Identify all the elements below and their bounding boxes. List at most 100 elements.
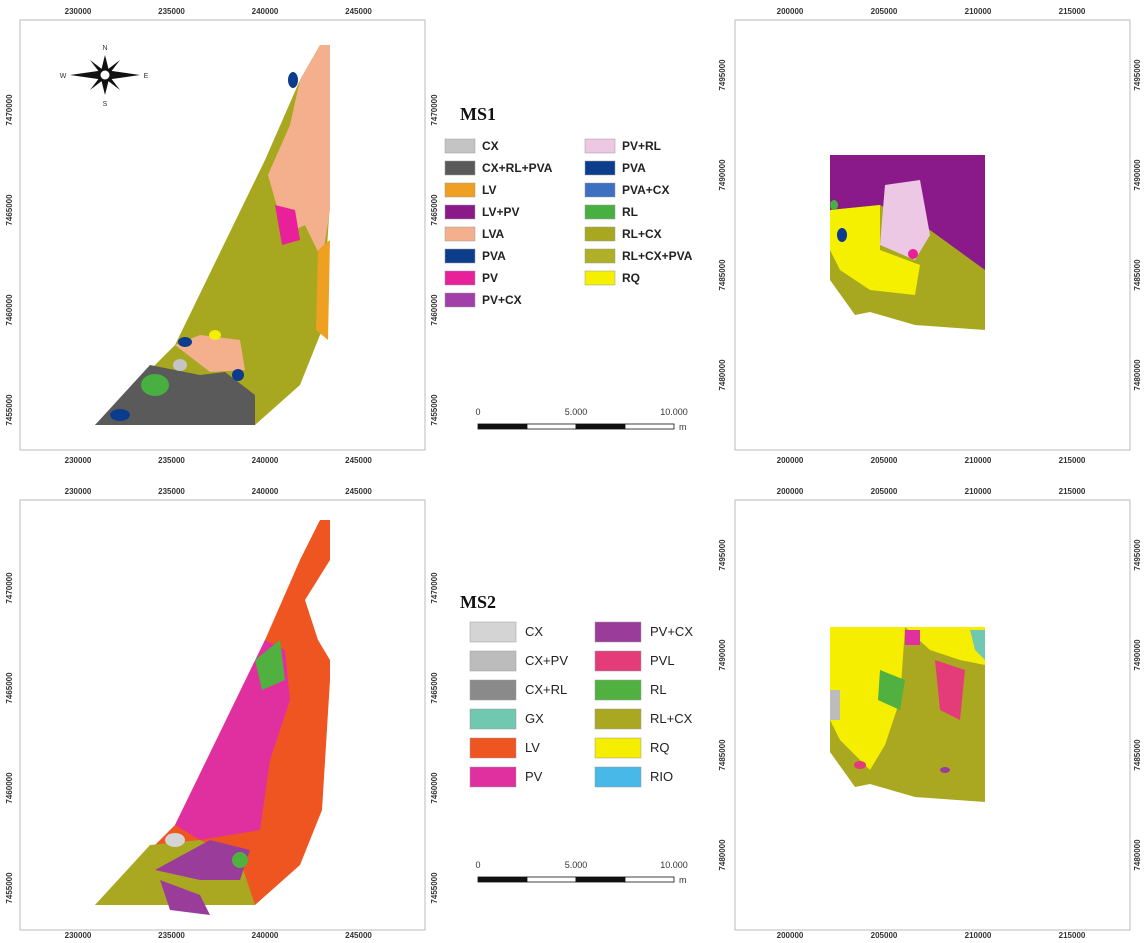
y-tick-label: 7485000 [1133,739,1142,771]
legend-swatch [469,650,517,672]
legend-swatch [584,182,616,198]
legend-label: CX+RL [525,682,567,697]
legend-label: RQ [622,271,640,285]
x-tick-label: 200000 [777,456,804,465]
scale-segment [526,423,577,430]
y-tick-label: 7490000 [1133,639,1142,671]
y-tick-label: 7490000 [718,159,727,191]
y-tick-label: 7495000 [1133,539,1142,571]
scale-unit: m [679,875,687,885]
scale-segment [526,876,577,883]
legend-swatch [444,226,476,242]
compass-label: N [102,45,107,52]
x-tick-label: 210000 [965,931,992,940]
map-ms1-left [95,45,330,425]
legend-title: MS1 [460,104,496,124]
legend-label: PVL [650,653,675,668]
legend-swatch [469,737,517,759]
x-tick-label: 245000 [345,456,372,465]
legend-swatch [444,204,476,220]
y-tick-label: 7470000 [430,94,439,126]
legend-swatch [444,248,476,264]
legend-label: RQ [650,740,670,755]
legend-label: RL+CX [650,711,693,726]
scale-label: 10.000 [660,407,688,417]
legend-swatch [444,138,476,154]
y-tick-label: 7465000 [5,672,14,704]
legend-label: CX+RL+PVA [482,161,553,175]
y-tick-label: 7480000 [1133,839,1142,871]
legend-swatch [584,160,616,176]
compass-label: E [144,73,149,80]
legend-swatch [584,138,616,154]
y-tick-label: 7455000 [5,872,14,904]
y-tick-label: 7460000 [430,294,439,326]
legend-label: PVA [482,249,506,263]
x-tick-label: 210000 [965,456,992,465]
y-tick-label: 7490000 [1133,159,1142,191]
y-tick-label: 7465000 [430,194,439,226]
x-tick-label: 200000 [777,7,804,16]
legend-swatch [444,270,476,286]
legend-swatch [444,160,476,176]
legend-label: PVA [622,161,646,175]
legend-swatch [469,621,517,643]
x-tick-label: 240000 [252,7,279,16]
legend-label: RL+CX+PVA [622,249,693,263]
y-tick-label: 7485000 [718,739,727,771]
scale-segment [624,423,675,430]
x-tick-label: 205000 [871,487,898,496]
legend-label: LV [525,740,540,755]
map-ms1-right [830,155,985,330]
x-tick-label: 215000 [1059,7,1086,16]
y-tick-label: 7465000 [5,194,14,226]
compass-label: S [103,101,108,108]
legend-label: CX [525,624,543,639]
y-tick-label: 7455000 [430,872,439,904]
x-tick-label: 205000 [871,7,898,16]
x-tick-label: 230000 [65,487,92,496]
y-tick-label: 7465000 [430,672,439,704]
scale-segment [477,423,528,430]
scale-label: 5.000 [565,407,588,417]
x-tick-label: 235000 [158,456,185,465]
y-tick-label: 7455000 [5,394,14,426]
legend-swatch [584,204,616,220]
scale-unit: m [679,422,687,432]
x-tick-label: 230000 [65,456,92,465]
x-tick-label: 215000 [1059,456,1086,465]
y-tick-label: 7470000 [5,94,14,126]
y-tick-label: 7495000 [718,539,727,571]
x-tick-label: 210000 [965,487,992,496]
y-tick-label: 7460000 [5,772,14,804]
x-tick-label: 215000 [1059,931,1086,940]
x-tick-label: 240000 [252,487,279,496]
scale-segment [624,876,675,883]
y-tick-label: 7480000 [1133,359,1142,391]
legend-label: RL [650,682,667,697]
x-tick-label: 235000 [158,7,185,16]
legend-label: PV+CX [650,624,693,639]
legend-label: CX [482,139,499,153]
legend-label: PV+CX [482,293,522,307]
x-tick-label: 205000 [871,931,898,940]
legend-swatch [469,708,517,730]
y-tick-label: 7495000 [718,59,727,91]
legend-label: RL+CX [622,227,662,241]
y-tick-label: 7485000 [718,259,727,291]
legend-swatch [594,737,642,759]
y-tick-label: 7480000 [718,359,727,391]
legend-swatch [444,182,476,198]
scale-label: 0 [475,407,480,417]
x-tick-label: 230000 [65,931,92,940]
legend-label: RL [622,205,638,219]
y-tick-label: 7480000 [718,839,727,871]
legend-swatch [594,708,642,730]
y-tick-label: 7470000 [430,572,439,604]
scale-segment [575,423,626,430]
y-tick-label: 7490000 [718,639,727,671]
compass-rose: N S E W [60,45,149,108]
legend-label: RIO [650,769,673,784]
legend-label: PV [525,769,543,784]
